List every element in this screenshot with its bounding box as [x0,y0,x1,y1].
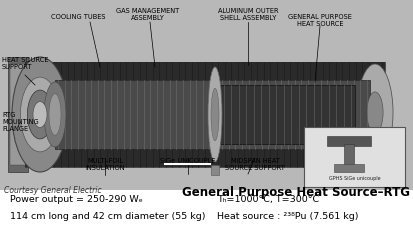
Bar [0,0,413,190]
Bar [25,62,384,80]
Text: MULTI-FOIL
INSULATION: MULTI-FOIL INSULATION [85,158,124,171]
Text: Power output = 250-290 Wₑ: Power output = 250-290 Wₑ [10,195,142,204]
Text: 114 cm long and 42 cm diameter (55 kg): 114 cm long and 42 cm diameter (55 kg) [10,212,205,221]
Ellipse shape [207,67,221,162]
Text: Courtesy General Electric: Courtesy General Electric [4,186,101,195]
Text: RTG
MOUNTING
FLANGE: RTG MOUNTING FLANGE [2,112,38,132]
Bar [25,62,384,167]
Text: GPHS SiGe unicouple: GPHS SiGe unicouple [328,176,380,181]
Bar [303,127,404,187]
Text: SiGe UNICOUPLE: SiGe UNICOUPLE [160,158,215,164]
Bar [334,164,363,172]
Text: GAS MANAGEMENT
ASSEMBLY: GAS MANAGEMENT ASSEMBLY [116,8,179,21]
Bar [10,64,26,165]
Text: GENERAL PURPOSE
HEAT SOURCE: GENERAL PURPOSE HEAT SOURCE [287,14,351,27]
Bar [25,149,384,167]
Bar [219,85,354,144]
Ellipse shape [49,94,61,135]
Bar [211,165,218,175]
Text: COOLING TUBES: COOLING TUBES [51,14,105,20]
Ellipse shape [20,77,59,152]
Text: Heat source : ²³⁸Pu (7.561 kg): Heat source : ²³⁸Pu (7.561 kg) [216,212,358,221]
Bar [8,57,28,172]
Ellipse shape [27,90,52,139]
Ellipse shape [33,102,47,128]
Text: Tₕ=1000°C, T⁣=300°C: Tₕ=1000°C, T⁣=300°C [216,195,318,204]
Text: MIDSPAN HEAT
SOURCE SUPPORT: MIDSPAN HEAT SOURCE SUPPORT [225,158,284,171]
Ellipse shape [366,92,382,133]
Bar [55,80,369,149]
Ellipse shape [356,64,392,161]
Bar [327,136,370,146]
Bar [0,190,413,237]
Ellipse shape [44,82,66,147]
Bar [344,144,354,164]
Text: HEAT SOURCE
SUPPORT: HEAT SOURCE SUPPORT [2,57,48,70]
Text: ALUMINUM OUTER
SHELL ASSEMBLY: ALUMINUM OUTER SHELL ASSEMBLY [217,8,278,21]
Ellipse shape [211,88,218,141]
Ellipse shape [12,57,68,172]
Text: General Purpose Heat Source–RTG: General Purpose Heat Source–RTG [182,186,409,199]
